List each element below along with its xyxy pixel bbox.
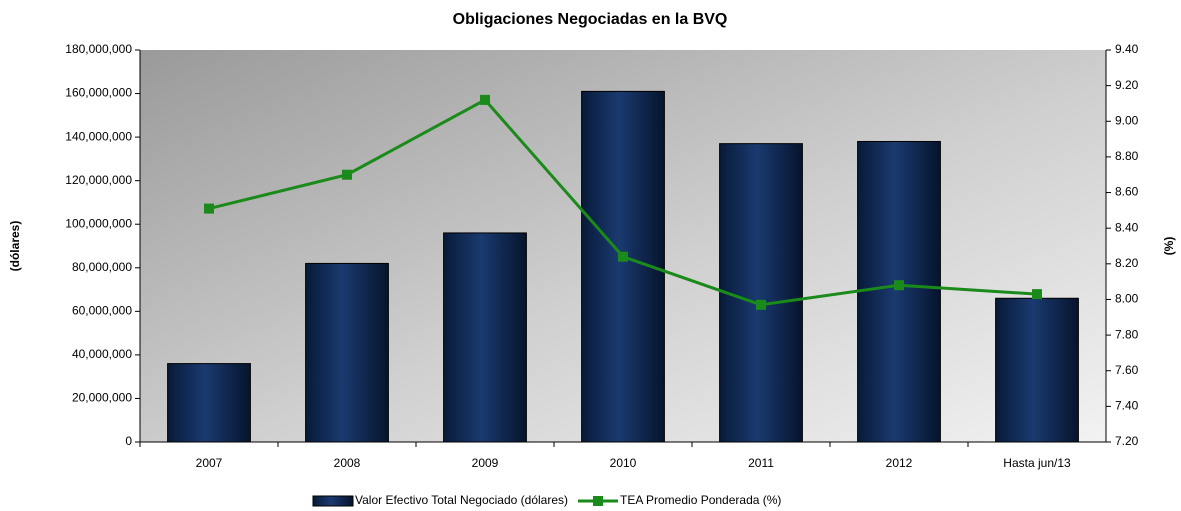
x-tick-label: 2012 [886, 456, 913, 470]
y-tick-label: 20,000,000 [72, 391, 132, 405]
y-tick-label: 120,000,000 [65, 173, 132, 187]
x-tick-label: Hasta jun/13 [1003, 456, 1071, 470]
line-marker [894, 280, 904, 291]
x-tick-label: 2009 [472, 456, 499, 470]
bar [167, 363, 251, 443]
line-marker [204, 203, 214, 214]
y-tick-label: 40,000,000 [72, 347, 132, 361]
y2-tick-label: 8.00 [1115, 292, 1139, 306]
y-tick-label: 180,000,000 [65, 42, 132, 56]
line-marker [756, 299, 766, 310]
y-tick-label: 80,000,000 [72, 260, 132, 274]
y2-axis-label: (%) [1162, 237, 1176, 256]
legend-swatch [593, 496, 603, 506]
y2-tick-label: 9.40 [1115, 42, 1139, 56]
y-tick-label: 100,000,000 [65, 216, 132, 230]
bar [857, 140, 941, 443]
y2-tick-label: 7.80 [1115, 327, 1139, 341]
legend-label: Valor Efectivo Total Negociado (dólares) [355, 493, 568, 507]
legend-label: TEA Promedio Ponderada (%) [620, 493, 781, 507]
bar [305, 262, 389, 443]
bar [719, 143, 803, 443]
x-tick-label: 2007 [196, 456, 223, 470]
y-tick-label: 0 [125, 434, 132, 448]
y2-tick-label: 7.40 [1115, 399, 1139, 413]
y2-tick-label: 8.80 [1115, 149, 1139, 163]
y2-tick-label: 9.20 [1115, 78, 1139, 92]
y-axis-label: (dólares) [8, 221, 22, 272]
y-tick-label: 140,000,000 [65, 129, 132, 143]
line-marker [480, 94, 490, 105]
bar [995, 297, 1079, 443]
x-tick-label: 2011 [748, 456, 774, 470]
legend-swatch [312, 495, 354, 507]
y2-tick-label: 7.20 [1115, 434, 1139, 448]
line-marker [342, 169, 352, 180]
y2-tick-label: 8.60 [1115, 185, 1139, 199]
chart-title: Obligaciones Negociadas en la BVQ [453, 11, 728, 28]
y2-tick-label: 9.00 [1115, 113, 1139, 127]
x-tick-label: 2010 [610, 456, 637, 470]
y2-tick-label: 7.60 [1115, 363, 1139, 377]
line-marker [618, 251, 628, 262]
bar [443, 232, 527, 443]
line-marker [1032, 289, 1042, 300]
x-tick-label: 2008 [334, 456, 361, 470]
y-tick-label: 60,000,000 [72, 304, 132, 318]
y2-tick-label: 8.20 [1115, 256, 1139, 270]
y-tick-label: 160,000,000 [65, 86, 132, 100]
y2-tick-label: 8.40 [1115, 220, 1139, 234]
